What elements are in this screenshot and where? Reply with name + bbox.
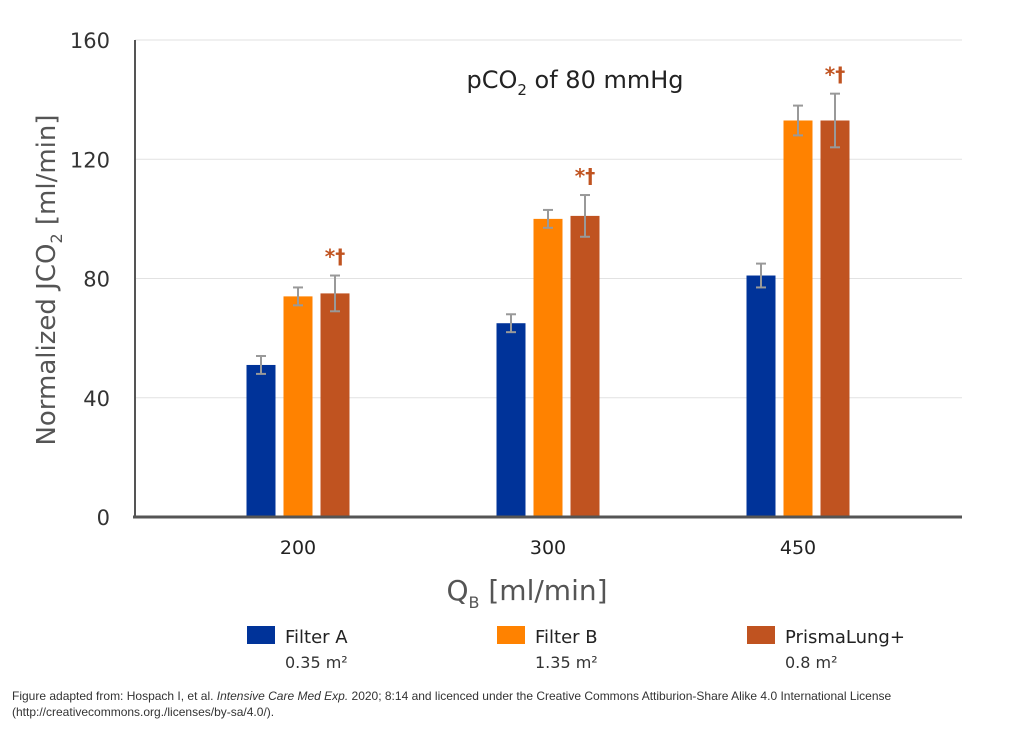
x-tick-label: 450 [780,537,816,559]
legend-label: Filter A [285,627,348,648]
significance-annotation: *† [325,245,345,269]
significance-annotation: *† [825,63,845,87]
error-bar [793,104,803,137]
figure-caption: Figure adapted from: Hospach I, et al. I… [12,688,972,720]
legend-area: 1.35 m² [535,653,598,672]
error-bar [756,262,766,289]
error-bar [543,208,553,229]
y-axis-label: Normalized JCO2 [ml/min] [32,114,66,445]
legend-label: Filter B [535,627,598,648]
error-bar [506,313,516,334]
caption-journal: Intensive Care Med Exp. [216,689,349,703]
y-axis-label-subscript: 2 [47,233,66,243]
y-axis-label-main: Normalized JCO [32,244,62,446]
bar-filter-b-450 [783,120,813,518]
error-bar [293,286,303,307]
legend-item-prismalung-: PrismaLung+ 0.8 m² [747,626,905,672]
legend-area: 0.8 m² [785,653,838,672]
error-bar [830,92,840,149]
x-axis-label: QB [ml/min] [446,574,607,612]
legend-item-filter-a: Filter A 0.35 m² [247,626,348,672]
caption-prefix: Figure adapted from: Hospach I, et al. [12,689,217,703]
caption-suffix: 2020; 8:14 and licenced under the Creati… [12,689,892,719]
y-tick-label: 0 [97,506,110,530]
x-axis-label-main: Q [446,574,468,607]
x-tick-label: 200 [280,537,316,559]
bar-prismalung--450 [820,120,850,518]
y-tick-label: 120 [70,148,110,172]
chart-title-main: pCO [466,66,517,94]
legend-area: 0.35 m² [285,653,348,672]
bar-prismalung--300 [570,215,600,518]
x-tick-label: 300 [530,537,566,559]
x-axis-label-subscript: B [469,593,480,612]
bar-filter-b-300 [533,218,563,517]
y-axis-label-rest: [ml/min] [32,114,62,233]
bar-filter-a-200 [246,364,276,517]
legend-swatch [497,626,525,644]
chart-title-rest: of 80 mmHg [527,66,684,94]
error-bar [330,274,340,313]
bar-filter-a-300 [496,323,526,517]
chart-title: pCO2 of 80 mmHg [466,66,683,99]
significance-annotation: *† [575,164,595,188]
y-tick-label: 40 [83,387,110,411]
chart-title-subscript: 2 [517,81,527,99]
bar-filter-a-450 [746,275,776,517]
legend-item-filter-b: Filter B 1.35 m² [497,626,598,672]
error-bar [256,355,266,375]
y-tick-label: 160 [70,29,110,53]
error-bar [580,194,590,238]
x-axis-label-rest: [ml/min] [479,574,607,607]
legend-swatch [747,626,775,644]
bar-filter-b-200 [283,296,313,517]
bar-prismalung--200 [320,293,350,517]
y-tick-label: 80 [83,268,110,292]
legend-swatch [247,626,275,644]
legend-label: PrismaLung+ [785,627,905,648]
